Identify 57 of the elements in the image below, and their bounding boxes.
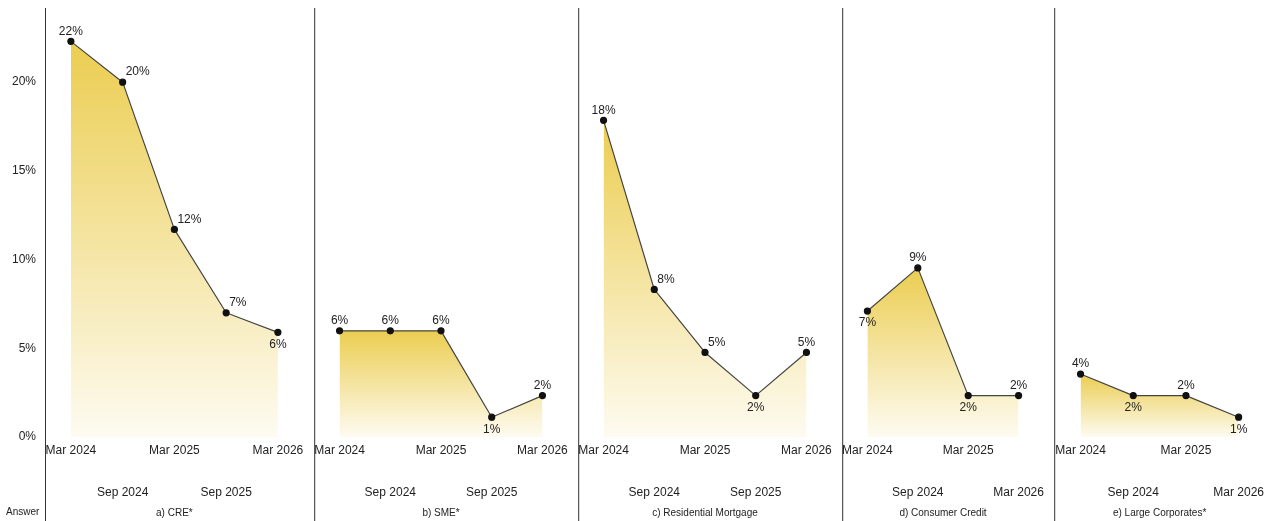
x-tick-label: Sep 2024 xyxy=(364,484,417,499)
y-tick-label: 5% xyxy=(18,340,37,355)
x-tick-label: Mar 2025 xyxy=(415,442,467,457)
y-tick-label: 15% xyxy=(11,163,37,178)
data-label: 2% xyxy=(533,377,552,392)
data-label: 5% xyxy=(797,334,816,349)
x-tick-label: Mar 2024 xyxy=(842,442,894,457)
y-tick-label: 20% xyxy=(11,74,37,89)
data-label: 1% xyxy=(483,421,501,436)
x-tick-label: Sep 2025 xyxy=(200,484,253,499)
data-label: 4% xyxy=(1071,356,1090,371)
x-tick-label: Mar 2025 xyxy=(149,442,201,457)
y-tick-label: 10% xyxy=(11,251,37,266)
data-label: 9% xyxy=(909,250,927,265)
text: Answer xyxy=(6,506,40,517)
x-tick-label: Mar 2025 xyxy=(679,442,731,457)
data-label: 7% xyxy=(858,315,877,330)
x-tick-label: Sep 2024 xyxy=(1107,484,1160,499)
x-tick-label: Mar 2025 xyxy=(942,442,994,457)
data-label: 5% xyxy=(708,334,726,349)
data-label: 2% xyxy=(1124,399,1143,414)
data-label: 2% xyxy=(1009,377,1028,392)
data-label: 1% xyxy=(1229,421,1248,436)
data-label: 22% xyxy=(58,23,84,38)
data-label: 6% xyxy=(432,313,450,328)
data-label: 2% xyxy=(959,399,978,414)
x-tick-label: Mar 2026 xyxy=(252,442,304,457)
x-tick-label: Sep 2024 xyxy=(892,484,944,499)
y-tick-label: 0% xyxy=(18,429,37,444)
x-tick-label: Mar 2026 xyxy=(993,484,1045,499)
x-axis-title: a) CRE* xyxy=(156,506,193,518)
x-tick-label: Mar 2026 xyxy=(1213,484,1265,499)
x-tick-label: Sep 2024 xyxy=(96,484,149,499)
data-label: 18% xyxy=(591,102,616,117)
x-tick-label: Mar 2024 xyxy=(45,442,97,457)
x-tick-label: Mar 2025 xyxy=(1160,442,1212,457)
x-tick-label: Mar 2026 xyxy=(781,442,833,457)
data-label: 20% xyxy=(125,64,150,79)
x-axis-title: c) Residential Mortgage xyxy=(652,506,759,518)
data-label: 8% xyxy=(657,271,675,286)
x-axis-title: e) Large Corporates* xyxy=(1112,506,1207,518)
data-label: 6% xyxy=(381,313,400,328)
x-tick-label: Sep 2025 xyxy=(466,484,518,499)
data-label: 2% xyxy=(747,399,765,414)
data-label: 6% xyxy=(269,336,287,351)
x-tick-label: Mar 2024 xyxy=(314,442,366,457)
data-label: 6% xyxy=(330,313,349,328)
x-axis-title: b) SME* xyxy=(422,506,460,518)
data-label: 2% xyxy=(1177,377,1195,392)
x-tick-label: Mar 2026 xyxy=(517,442,569,457)
x-tick-label: Mar 2024 xyxy=(578,442,630,457)
data-label: 7% xyxy=(229,295,247,310)
x-tick-label: Sep 2024 xyxy=(628,484,681,499)
x-tick-label: Mar 2024 xyxy=(1055,442,1107,457)
data-label: 12% xyxy=(177,211,202,226)
x-tick-label: Sep 2025 xyxy=(730,484,782,499)
x-axis-title: d) Consumer Credit xyxy=(899,506,987,518)
